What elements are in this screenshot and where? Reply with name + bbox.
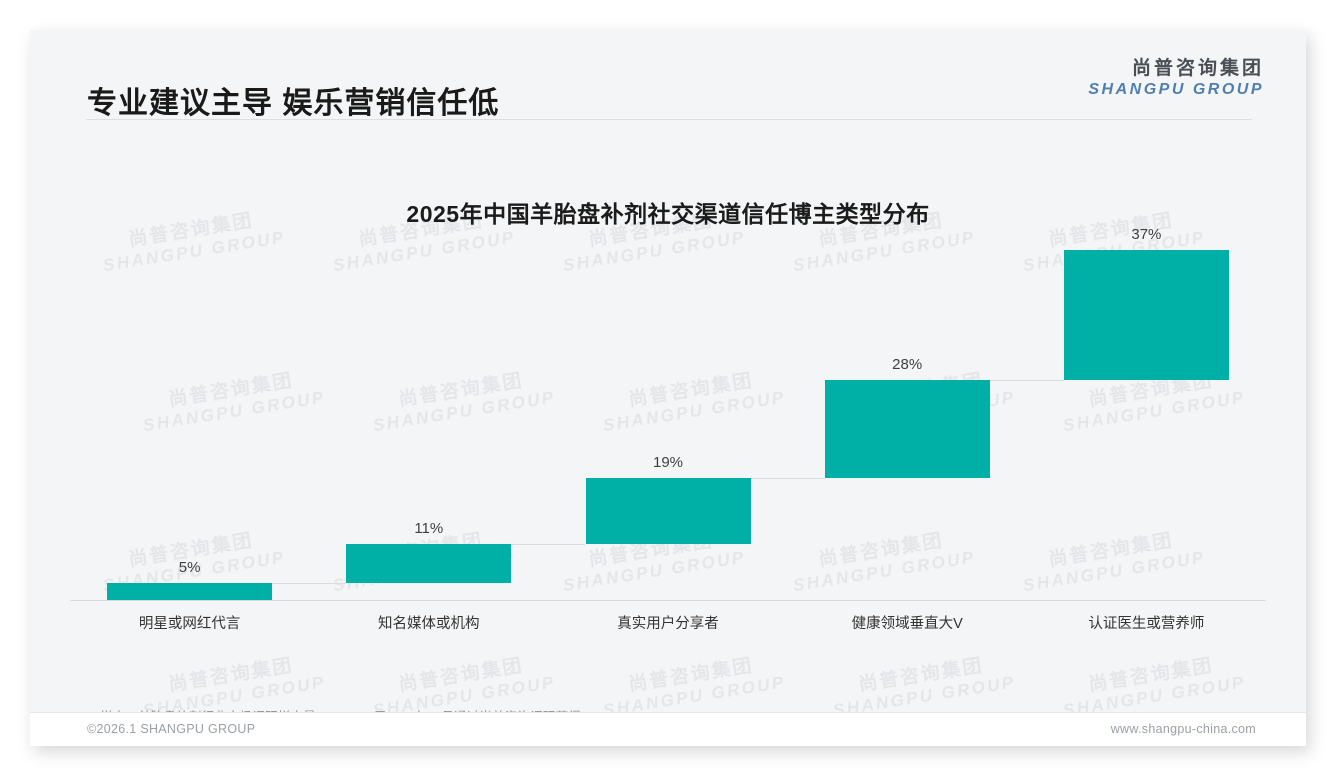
footer-website[interactable]: www.shangpu-china.com	[1110, 722, 1256, 736]
watermark-cn: 尚普咨询集团	[1087, 655, 1215, 696]
watermark-en: SHANGPU GROUP	[601, 672, 787, 712]
chart-baseline-axis	[70, 600, 1266, 601]
watermark-cn: 尚普咨询集团	[627, 655, 755, 696]
chart-bar[interactable]	[107, 582, 273, 600]
chart-bar-value-label: 11%	[414, 520, 444, 537]
chart-bar[interactable]	[346, 544, 512, 583]
page-title: 专业建议主导 娱乐营销信任低	[87, 87, 500, 120]
chart-category-label: 知名媒体或机构	[378, 616, 480, 632]
chart-connector-line	[272, 582, 347, 584]
chart-bar-value-label: 28%	[892, 355, 923, 373]
chart-source-note: 样本：羊胎盘补剂行业市场调研样本量N=1230，于2025年11月通过尚普咨询调…	[100, 706, 581, 712]
chart-title: 2025年中国羊胎盘补剂社交渠道信任博主类型分布	[406, 201, 930, 227]
watermark-cn: 尚普咨询集团	[857, 655, 985, 696]
slide-body: 尚普咨询集团 SHANGPU GROUP 尚普咨询集团 SHANGPU GROUP 尚普…	[30, 120, 1306, 712]
watermark-cn: 尚普咨询集团	[167, 655, 295, 696]
header-divider	[86, 119, 1252, 120]
chart-bar[interactable]	[1063, 250, 1229, 380]
logo-english-text: SHANGPU GROUP	[1088, 80, 1264, 98]
slide-footer: ©2026.1 SHANGPU GROUP www.shangpu-china.…	[30, 712, 1306, 746]
chart-connector-line	[511, 544, 586, 545]
chart-connector-line	[989, 379, 1064, 381]
slide-header: 专业建议主导 娱乐营销信任低 尚普咨询集团 SHANGPU GROUP	[30, 30, 1306, 120]
brand-logo: 尚普咨询集团 SHANGPU GROUP	[1088, 58, 1264, 99]
watermark-en: SHANGPU GROUP	[1061, 672, 1247, 712]
chart-category-label: 健康领域垂直大V	[851, 616, 963, 632]
slide-card: 专业建议主导 娱乐营销信任低 尚普咨询集团 SHANGPU GROUP 尚普咨询…	[30, 30, 1306, 746]
footer-copyright: ©2026.1 SHANGPU GROUP	[87, 722, 256, 736]
chart-bar[interactable]	[824, 379, 990, 478]
chart-bar[interactable]	[585, 477, 751, 544]
chart-bar-value-label: 37%	[1131, 226, 1162, 243]
watermark-en: SHANGPU GROUP	[831, 672, 1017, 712]
watermark-cn: 尚普咨询集团	[397, 655, 525, 696]
chart-category-label: 明星或网红代言	[138, 616, 241, 632]
chart-category-label: 认证医生或营养师	[1088, 616, 1205, 632]
logo-chinese-text: 尚普咨询集团	[1131, 58, 1264, 79]
chart-connector-line	[750, 477, 825, 479]
chart-category-label: 真实用户分享者	[617, 616, 719, 632]
chart-bar-value-label: 5%	[178, 558, 201, 576]
chart-bar-value-label: 19%	[652, 453, 684, 471]
